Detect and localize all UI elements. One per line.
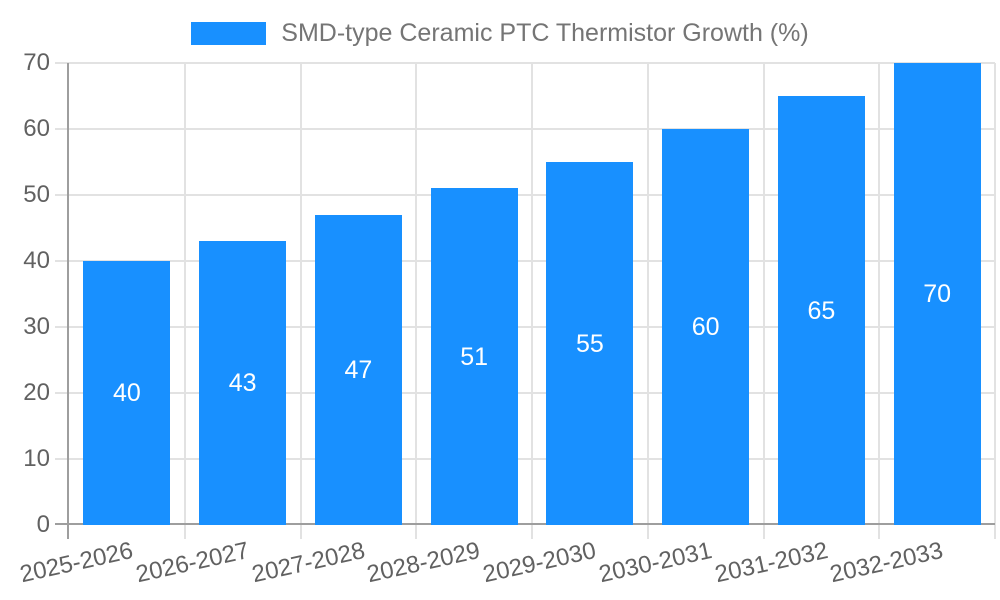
x-axis-label: 2029-2030 (480, 537, 599, 589)
h-gridline (55, 260, 995, 262)
v-gridline (762, 63, 765, 539)
bar-value-label: 43 (228, 369, 257, 398)
y-axis-label: 0 (36, 511, 50, 538)
x-axis-label: 2025-2026 (17, 537, 136, 589)
x-axis-label: 2026-2027 (133, 537, 252, 589)
bar-2028-2029 (430, 188, 518, 525)
h-gridline (55, 326, 995, 328)
bar-2025-2026 (83, 261, 171, 525)
y-axis-label: 30 (23, 313, 50, 340)
bar-value-label: 55 (575, 329, 604, 358)
v-gridline (994, 63, 996, 539)
bar-value-label: 51 (460, 342, 489, 371)
bar-value-label: 47 (344, 355, 373, 384)
x-axis-label: 2031-2032 (712, 537, 831, 589)
y-axis-label: 10 (23, 445, 50, 472)
h-gridline (55, 392, 995, 394)
y-axis-label: 70 (23, 49, 50, 76)
y-axis-label: 40 (23, 247, 50, 274)
v-gridline (646, 63, 649, 539)
h-gridline (55, 62, 995, 64)
y-axis-line (67, 63, 69, 539)
bar-2031-2032 (777, 96, 865, 525)
bar-value-label: 65 (807, 296, 836, 325)
v-gridline (531, 63, 533, 539)
x-axis-line (55, 523, 995, 525)
v-gridline (299, 63, 302, 539)
bar-2029-2030 (546, 162, 634, 525)
y-axis-label: 50 (23, 181, 50, 208)
x-axis-label: 2027-2028 (249, 537, 368, 589)
legend-color-swatch (191, 22, 267, 45)
h-gridline (55, 194, 995, 196)
h-gridline (55, 458, 995, 460)
x-axis-label: 2032-2033 (827, 537, 946, 589)
bar-2027-2028 (314, 214, 402, 525)
legend-label: SMD-type Ceramic PTC Thermistor Growth (… (281, 19, 809, 47)
v-gridline (183, 63, 186, 539)
chart-legend: SMD-type Ceramic PTC Thermistor Growth (… (0, 19, 1000, 48)
bar-value-label: 40 (112, 379, 141, 407)
bar-2030-2031 (662, 129, 750, 525)
y-axis-label: 60 (23, 115, 50, 142)
v-gridline (415, 63, 418, 539)
bar-value-label: 70 (923, 280, 952, 308)
y-axis-label: 20 (23, 379, 50, 406)
h-gridline (55, 128, 995, 130)
bar-2032-2033 (893, 63, 981, 525)
v-gridline (878, 63, 881, 539)
x-axis-label: 2028-2029 (364, 537, 483, 589)
bar-value-label: 60 (691, 313, 720, 341)
x-axis-label: 2030-2031 (596, 537, 715, 589)
bar-2026-2027 (199, 241, 287, 525)
